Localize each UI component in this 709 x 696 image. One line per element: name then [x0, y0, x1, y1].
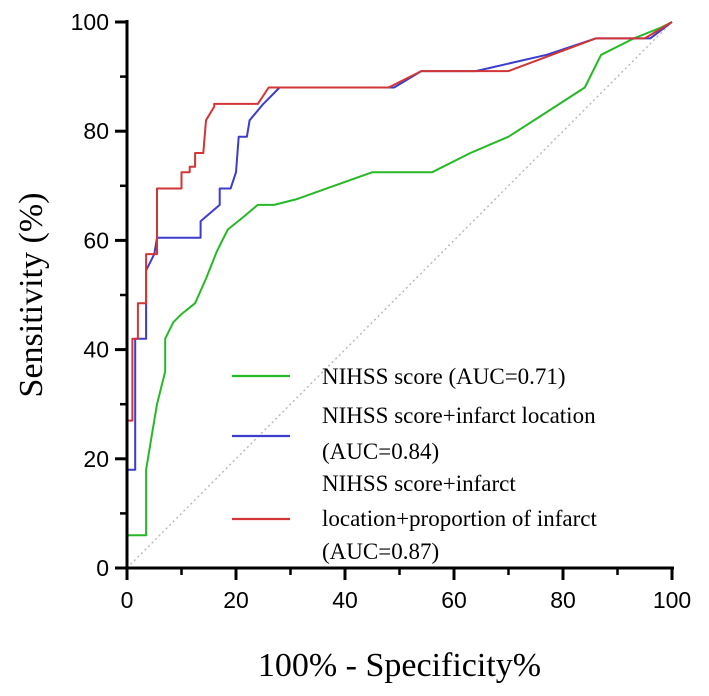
- y-tick-label: 100: [71, 9, 109, 35]
- x-tick-label: 100: [653, 587, 691, 613]
- y-axis-title: Sensitivity (%): [13, 193, 50, 398]
- legend: NIHSS score (AUC=0.71) NIHSS score+infarc…: [232, 364, 597, 564]
- series-line-1: [126, 21, 673, 568]
- x-tick-label: 60: [441, 587, 467, 613]
- x-tick-label: 20: [223, 587, 249, 613]
- axes: 00 20 20 40 40 60 60 80 80 100 100: [71, 9, 692, 613]
- legend-label: NIHSS score+infarct: [322, 471, 516, 496]
- x-axis-title: 100% - Specificity%: [258, 647, 541, 684]
- series-line-3: [126, 21, 673, 568]
- legend-entry-2: NIHSS score+infarct location (AUC=0.84): [232, 403, 596, 464]
- y-tick-label: 20: [83, 446, 109, 472]
- legend-label: (AUC=0.84): [322, 439, 439, 464]
- y-tick-label: 0: [96, 555, 109, 581]
- x-tick-label: 0: [121, 587, 134, 613]
- y-tick-label: 80: [83, 118, 109, 144]
- legend-entry-3: NIHSS score+infarct location+proportion o…: [232, 471, 597, 564]
- x-tick-label: 80: [550, 587, 576, 613]
- plot-area: [126, 21, 673, 569]
- y-tick-label: 60: [83, 227, 109, 253]
- legend-label: (AUC=0.87): [322, 539, 439, 564]
- legend-label: location+proportion of infarct: [322, 506, 597, 531]
- legend-label: NIHSS score+infarct location: [322, 403, 596, 428]
- reference-diagonal: [126, 21, 673, 569]
- y-tick-label: 40: [83, 337, 109, 363]
- legend-entry-1: NIHSS score (AUC=0.71): [232, 364, 566, 389]
- legend-label: NIHSS score (AUC=0.71): [322, 364, 566, 389]
- x-tick-label: 40: [332, 587, 358, 613]
